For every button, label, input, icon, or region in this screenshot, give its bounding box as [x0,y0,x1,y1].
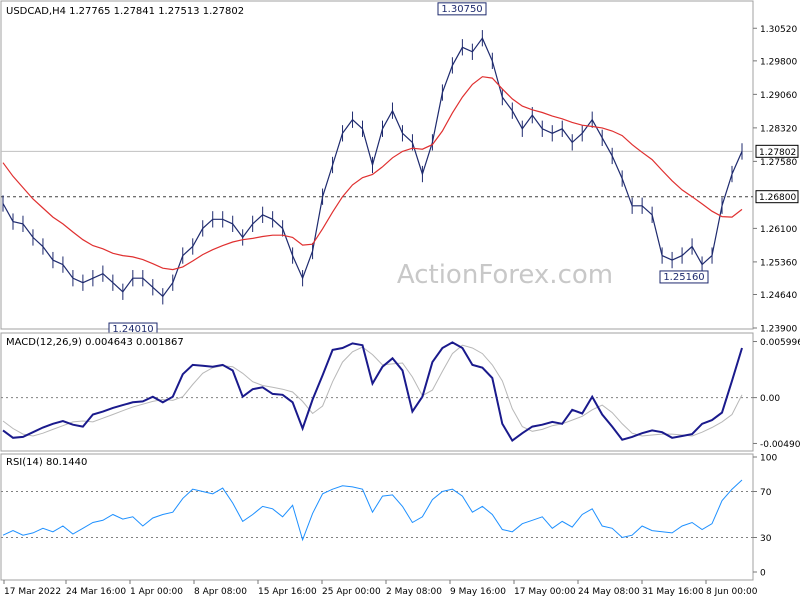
price-reference-lines: 1.27802 1.26800 [1,144,799,204]
price-tick-label: 1.26100 [760,225,797,235]
time-tick-label: 8 Jun 00:00 [706,587,758,597]
annotation-label: 1.24010 [112,324,153,335]
macd-line [2,341,743,443]
time-tick-label: 31 May 16:00 [642,587,704,597]
price-header: USDCAD,H4 1.27765 1.27841 1.27513 1.2780… [6,6,244,17]
time-tick-label: 2 May 08:00 [386,587,442,597]
price-series [2,30,743,305]
macd-panel: MACD(12,26,9) 0.004643 0.001867 0.005996… [0,332,800,452]
time-axis: 17 Mar 2022 24 Mar 16:00 1 Apr 00:00 8 Apr … [3,580,758,597]
macd-header: MACD(12,26,9) 0.004643 0.001867 [6,337,184,348]
price-tick-label: 1.25360 [760,258,797,268]
macd-signal-line [2,344,743,437]
macd-tick-label: 0.005996 [760,338,800,348]
time-tick-label: 25 Apr 00:00 [322,587,381,597]
macd-y-axis: 0.005996 0.00 -0.004901 [1,338,800,450]
time-tick-label: 15 Apr 16:00 [258,587,317,597]
price-tick-label: 1.29060 [760,91,797,101]
price-tick-label: 1.29800 [760,57,797,67]
annotation-box [437,2,487,16]
level-label: 1.26800 [759,193,796,203]
time-tick-label: 24 Mar 16:00 [66,587,126,597]
annotation-box [659,270,709,284]
current-price-label: 1.27802 [759,148,796,158]
time-tick-label: 17 Mar 2022 [4,587,61,597]
time-tick-label: 17 May 00:00 [514,587,576,597]
macd-tick-label: -0.004901 [760,440,800,450]
price-panel: ActionForex.com USDCAD,H4 1.27765 1.2784… [0,0,799,336]
level-label-box [755,190,799,204]
price-annotations: 1.30750 1.24010 1.25160 [108,2,709,336]
rsi-tick-label: 0 [760,569,766,579]
price-y-axis: 1.30520 1.29800 1.29060 1.28320 1.27580 1.261… [753,25,797,335]
watermark: ActionForex.com [397,260,613,290]
annotation-label: 1.30750 [441,4,482,15]
time-tick-label: 8 Apr 08:00 [194,587,247,597]
price-line [2,37,743,298]
rsi-panel: RSI(14) 80.1440 100 70 30 0 [0,453,777,581]
time-tick-label: 24 May 08:00 [578,587,640,597]
time-tick-label: 9 May 16:00 [450,587,506,597]
rsi-tick-label: 30 [760,534,772,544]
rsi-y-axis: 100 70 30 0 [1,454,777,579]
price-tick-label: 1.30520 [760,25,797,35]
rsi-series [2,479,743,542]
macd-tick-label: 0.00 [760,394,780,404]
macd-series [2,341,743,443]
moving-average-line [2,76,743,271]
price-tick-label: 1.24640 [760,291,797,301]
price-tick-label: 1.27580 [760,158,797,168]
price-tick-label: 1.23900 [760,325,797,335]
time-tick-label: 1 Apr 00:00 [130,587,183,597]
rsi-line [2,479,743,542]
rsi-tick-label: 100 [760,454,777,464]
price-tick-label: 1.28320 [760,124,797,134]
current-price-label-box [755,144,799,158]
annotation-label: 1.25160 [663,272,704,283]
rsi-tick-label: 70 [760,488,772,498]
rsi-header: RSI(14) 80.1440 [6,457,87,468]
